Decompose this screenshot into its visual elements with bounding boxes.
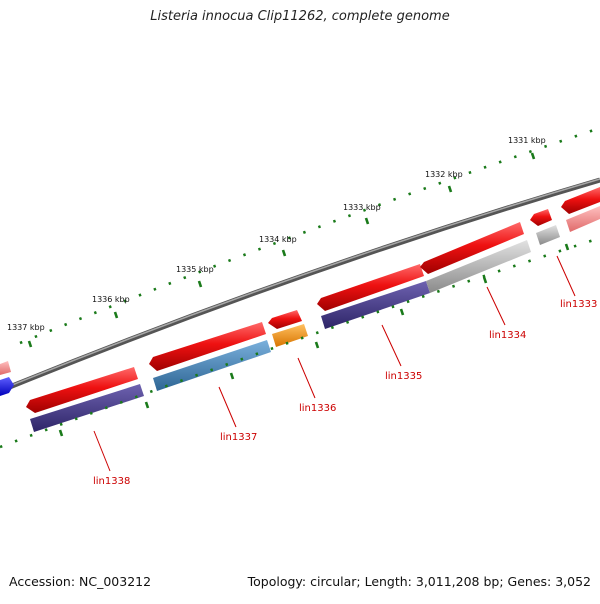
gene-lin1333-rev[interactable] — [536, 225, 560, 245]
kbp-label-1333: 1333 kbp — [343, 203, 381, 212]
kbp-label-1336: 1336 kbp — [92, 295, 130, 304]
gene-label-lin1337[interactable]: lin1337 — [220, 432, 257, 443]
gene-right-rev[interactable] — [566, 206, 600, 232]
kbp-label-1332: 1332 kbp — [425, 170, 463, 179]
genome-backbone — [0, 177, 600, 394]
inner-tick-ring — [0, 236, 600, 449]
gene-label-lin1333[interactable]: lin1333 — [560, 299, 597, 310]
map-title: Listeria innocua Clip11262, complete gen… — [150, 9, 450, 24]
major-ticks — [27, 152, 536, 348]
gene-lin1334-fwd[interactable] — [420, 222, 524, 274]
gene-lin1336-fwd[interactable] — [268, 310, 302, 329]
label-leaders — [93, 255, 576, 472]
gene-lin1336-rev[interactable] — [272, 324, 308, 347]
kbp-label-1331: 1331 kbp — [508, 136, 546, 145]
gene-lin1338-fwd[interactable] — [26, 367, 138, 413]
gene-right-fwd[interactable] — [561, 187, 600, 214]
accession-text: Accession: NC_003212 — [9, 574, 152, 589]
kbp-label-1334: 1334 kbp — [259, 235, 297, 244]
gene-label-lin1336[interactable]: lin1336 — [299, 403, 336, 414]
gene-lin1335-rev[interactable] — [321, 281, 430, 329]
gene-lin1334-rev[interactable] — [426, 240, 531, 293]
inner-major-ticks — [58, 243, 570, 437]
gene-left-blue[interactable] — [0, 377, 14, 396]
genome-summary-text: Topology: circular; Length: 3,011,208 bp… — [247, 574, 591, 589]
gene-label-lin1338[interactable]: lin1338 — [93, 476, 130, 487]
kbp-label-1337: 1337 kbp — [7, 323, 45, 332]
gene-lin1333-fwd[interactable] — [530, 209, 552, 226]
gene-lin1337-rev[interactable] — [153, 340, 271, 391]
gene-lin1338-rev[interactable] — [30, 384, 144, 432]
gene-label-lin1335[interactable]: lin1335 — [385, 371, 422, 382]
kbp-label-1335: 1335 kbp — [176, 265, 214, 274]
gene-lin1337-fwd[interactable] — [149, 322, 266, 371]
gene-left-pink[interactable] — [0, 361, 11, 375]
gene-lin1335-fwd[interactable] — [317, 264, 424, 311]
gene-label-lin1334[interactable]: lin1334 — [489, 330, 526, 341]
